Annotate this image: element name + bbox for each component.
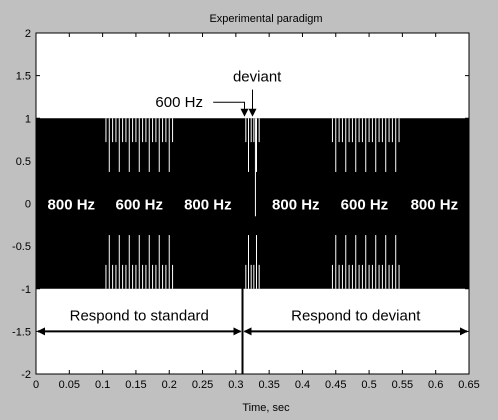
signal-band: [36, 118, 469, 289]
x-tick-label: 0.05: [59, 379, 80, 391]
span-label-standard: Respond to standard: [70, 307, 209, 324]
x-axis: 0 0.05 0.1 0.15 0.2 0.25 0.3 0.35 0.4 0.45 0.5 0.55…: [33, 33, 480, 391]
y-axis: -2 -1.5 -1 -0.5 0 0.5 1 1.5 2: [12, 28, 469, 381]
annotation-group: deviant 600 Hz: [155, 69, 282, 117]
x-tick-label: 0: [33, 379, 39, 391]
x-tick-label: 0.1: [95, 379, 110, 391]
x-tick-label: 0.6: [428, 379, 443, 391]
x-tick-label: 0.35: [258, 379, 279, 391]
y-tick-label: -1.5: [12, 326, 31, 338]
annotation-deviant: deviant: [233, 69, 282, 86]
tone-burst: [245, 118, 260, 289]
x-tick-label: 0.4: [295, 379, 310, 391]
annotation-600hz: 600 Hz: [155, 94, 203, 111]
segment-label: 800 Hz: [48, 197, 96, 214]
span-label-deviant: Respond to deviant: [291, 307, 421, 324]
segment-label: 600 Hz: [115, 197, 163, 214]
y-tick-label: 1: [25, 113, 31, 125]
y-tick-label: -0.5: [12, 241, 31, 253]
x-tick-label: 0.65: [458, 379, 479, 391]
segment-label: 800 Hz: [411, 197, 459, 214]
y-tick-label: 1.5: [16, 71, 31, 83]
tone-burst: [105, 118, 174, 289]
x-tick-label: 0.5: [361, 379, 376, 391]
y-tick-label: -1: [21, 284, 31, 296]
x-tick-label: 0.55: [392, 379, 413, 391]
signal-band-rect: [36, 118, 469, 289]
x-tick-label: 0.15: [125, 379, 146, 391]
y-tick-label: 0: [25, 199, 31, 211]
annotation-600hz-arrow: [213, 101, 249, 117]
x-tick-label: 0.3: [228, 379, 243, 391]
tone-burst: [331, 118, 400, 289]
segment-label: 800 Hz: [272, 197, 320, 214]
chart-title: Experimental paradigm: [209, 13, 322, 25]
x-axis-label: Time, sec: [242, 402, 290, 414]
x-tick-label: 0.2: [162, 379, 177, 391]
segment-label: 600 Hz: [341, 197, 389, 214]
y-tick-label: 2: [25, 28, 31, 40]
x-tick-label: 0.25: [192, 379, 213, 391]
x-tick-label: 0.45: [325, 379, 346, 391]
tone-burst-group: [105, 118, 400, 289]
segment-label-group: 800 Hz 600 Hz 800 Hz 800 Hz 600 Hz 800 Hz: [48, 197, 459, 214]
segment-label: 800 Hz: [184, 197, 232, 214]
y-tick-label: -2: [21, 369, 31, 381]
y-tick-label: 0.5: [16, 156, 31, 168]
response-span-group: Respond to standard Respond to deviant: [37, 227, 468, 374]
